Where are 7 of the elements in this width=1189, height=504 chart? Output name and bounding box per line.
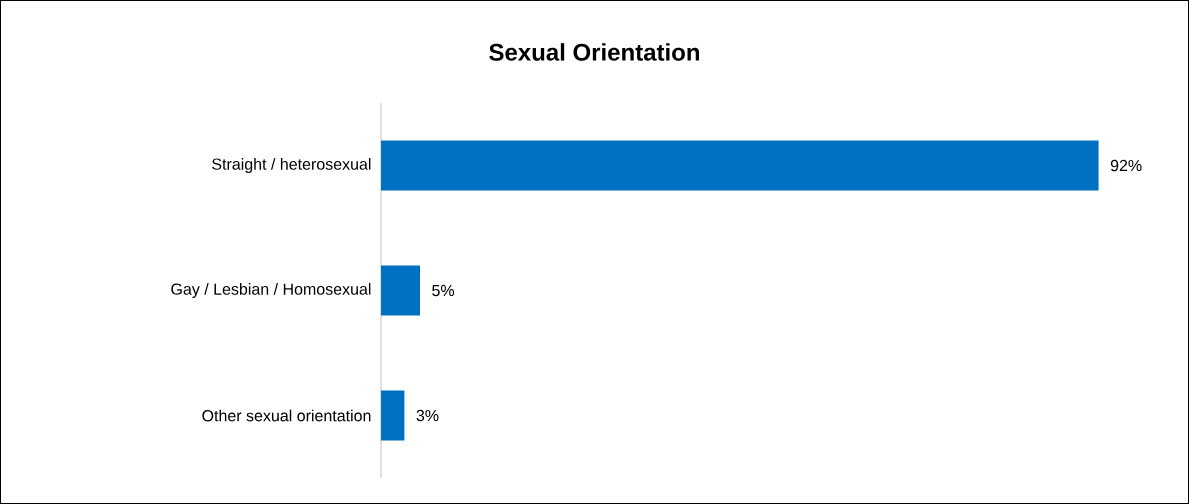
data-label: 92% (1110, 159, 1142, 172)
y-tick-label: Other sexual orientation (202, 409, 371, 422)
chart-title: Sexual Orientation (489, 43, 700, 61)
data-label: 3% (416, 409, 439, 422)
y-tick-label: Straight / heterosexual (212, 158, 371, 173)
data-label: 5% (432, 284, 455, 297)
y-tick-label: Gay / Lesbian / Homosexual (171, 283, 371, 298)
